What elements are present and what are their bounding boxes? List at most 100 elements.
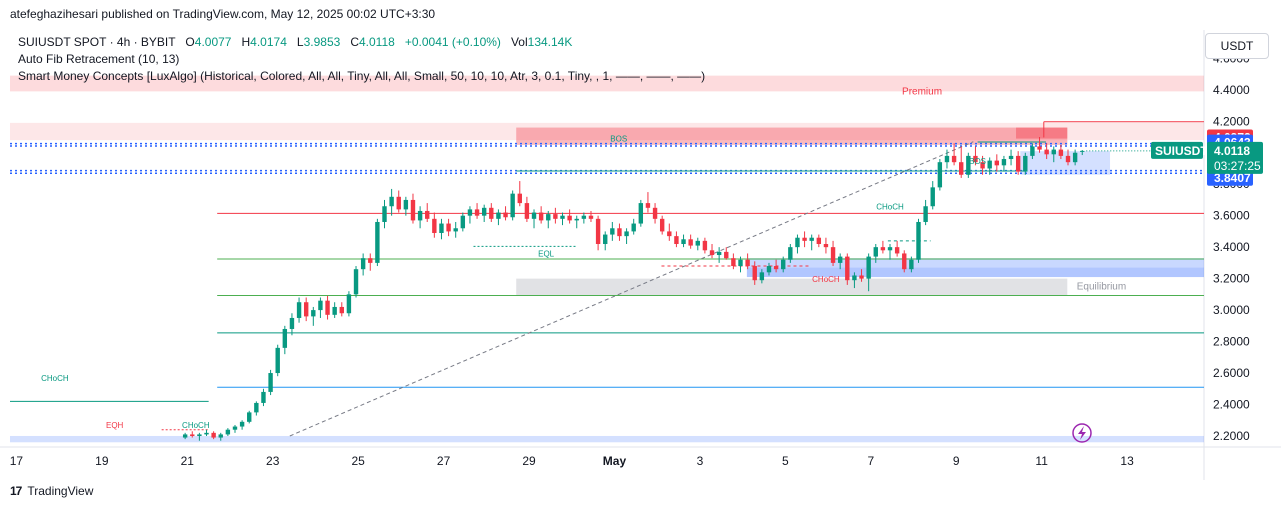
ohlc-low-label: L [296,35,304,49]
candle-body [866,256,871,279]
candle-body [937,162,943,188]
candle-body [1072,152,1078,163]
x-tick-label: 5 [782,454,789,468]
y-tick-label: 3.6000 [1213,209,1250,223]
countdown-text: 03:27:25 [1214,159,1261,173]
candle-body [809,237,814,241]
annotation-eqh: EQH [106,421,124,430]
candle-body [1051,149,1056,155]
candle-body [951,155,957,163]
candle-body [923,206,928,222]
candle-body [1008,155,1014,160]
candle-body [268,373,273,392]
candle-body [403,199,409,210]
candle-body [432,218,437,233]
candle-body [816,237,822,245]
candle-body [1080,150,1085,152]
candle-body [617,228,622,237]
candle-body [674,236,679,245]
x-tick-label: 25 [351,454,365,468]
candle-body [859,275,864,279]
fib-trend-line [289,141,974,437]
candle-body [453,228,458,232]
ohlc-low-value: 3.9853 [303,35,341,49]
x-tick-label: 17 [10,454,24,468]
candle-body [460,215,466,229]
candle-body [332,306,337,315]
symbol-info: SUIUSDT SPOT · 4h · BYBIT [18,35,176,49]
candle-body [716,251,722,256]
candle-body [603,234,608,245]
candle-body [1001,159,1007,166]
candle-body [873,247,878,257]
candle-body [631,223,636,232]
candle-body [681,239,686,245]
candle-body [1044,149,1049,155]
price-chart[interactable]: Premium BOS BOS CHoCH EQL CHoCH Equilibrium CHo… [0,30,1281,480]
candle-body [524,203,530,219]
candle-body [389,196,394,207]
indicator-auto-fib[interactable]: Auto Fib Retracement (10, 13) [18,52,180,66]
candle-body [311,310,316,317]
ohlc-high-value: 4.0174 [250,35,287,49]
x-tick-label: 27 [437,454,451,468]
candle-body [553,214,558,219]
candle-body [467,209,473,216]
annotation-premium: Premium [902,87,942,98]
symbol-line[interactable]: SUIUSDT SPOT · 4h · BYBIT O4.0077 H4.017… [18,34,705,51]
candle-body [318,300,323,311]
chart-legend: SUIUSDT SPOT · 4h · BYBIT O4.0077 H4.017… [18,34,705,85]
last-price-tag [1207,141,1263,174]
supply-order-block-top [1016,127,1068,139]
candle-body [916,221,921,260]
indicator-smart-money[interactable]: Smart Money Concepts [LuxAlgo] (Historic… [18,69,706,83]
candle-body [902,253,907,270]
candle-body [837,256,843,263]
candle-body [574,218,579,221]
candle-body [909,259,914,270]
x-tick-label: 29 [522,454,536,468]
ohlc-open-label: O [185,35,195,49]
currency-unit-button[interactable]: USDT [1205,33,1269,59]
candle-body [489,207,494,219]
bottom-discount-zone [10,435,1204,443]
candle-body [738,259,743,267]
candle-body [588,215,594,219]
candle-body [546,214,551,221]
candle-body [610,228,615,235]
demand-order-block [1020,151,1111,175]
candle-body [425,210,430,219]
candle-body [560,215,565,219]
candle-body [994,160,1000,166]
candle-body [517,193,522,204]
candle-body [759,272,765,281]
candle-body [659,218,665,232]
candle-body [595,218,601,245]
x-tick-label: 19 [95,454,109,468]
candle-body [880,247,886,251]
lightning-icon [1072,423,1092,443]
volume-value: 134.14K [527,35,573,49]
candle-body [275,347,280,374]
candle-body [339,306,344,314]
x-tick-label: 23 [266,454,280,468]
y-tick-label: 4.4000 [1213,83,1250,97]
candle-body [254,402,259,413]
candle-body [795,237,800,248]
y-tick-label: 2.6000 [1213,366,1250,380]
candle-body [688,239,693,246]
y-tick-label: 3.2000 [1213,272,1250,286]
annotation-choch: CHoCH [182,421,210,430]
lightning-bolt-icon [1078,426,1086,440]
candle-body [709,250,715,256]
candle-body [247,412,252,422]
candle-body [745,259,750,267]
candle-body [667,231,672,237]
candle-body [781,259,786,270]
candle-body [375,221,380,263]
x-tick-label: 13 [1120,454,1134,468]
price-label-text: 3.8407 [1214,171,1251,185]
candle-body [702,240,708,251]
candle-body [360,258,366,270]
x-tick-label: 11 [1035,454,1048,468]
